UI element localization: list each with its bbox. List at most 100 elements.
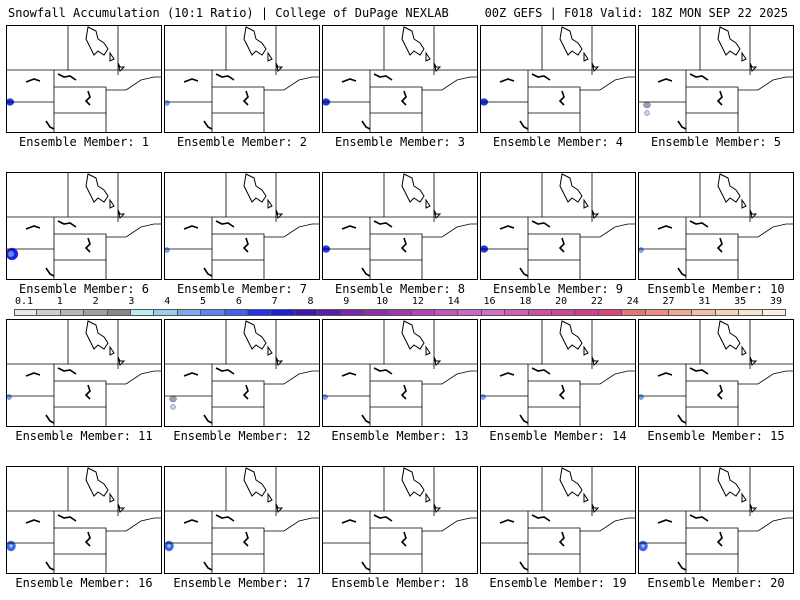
lake-outline: [741, 51, 747, 62]
state-boundary: [370, 527, 423, 574]
ensemble-member-panel: Ensemble Member: 19: [480, 466, 636, 590]
ensemble-member-label: Ensemble Member: 7: [176, 282, 308, 296]
colorbar-tick-label: 7: [271, 296, 278, 307]
lake-outline: [425, 198, 431, 209]
ensemble-member-panel: Ensemble Member: 7: [164, 172, 320, 296]
lake-outline: [267, 492, 273, 503]
ensemble-member-panel: Ensemble Member: 3: [322, 25, 478, 149]
map-svg: [164, 466, 320, 574]
river-line: [57, 220, 77, 228]
colorbar-tick-label: 0.1: [14, 296, 34, 307]
colorbar-tick-label: 1: [56, 296, 63, 307]
river-line: [499, 519, 515, 524]
colorbar-tick-label: 8: [307, 296, 314, 307]
lake-outline: [109, 198, 115, 209]
ensemble-member-panel: Ensemble Member: 18: [322, 466, 478, 590]
snowfall-contour: [638, 247, 644, 253]
colorbar-swatch: [60, 309, 85, 316]
lake-outline: [267, 345, 273, 356]
river-line: [519, 120, 529, 130]
state-boundary: [106, 76, 162, 91]
snowfall-contour: [6, 394, 12, 400]
state-boundary: [528, 86, 581, 133]
lake-outline: [433, 62, 442, 72]
state-boundary: [264, 76, 320, 91]
colorbar-swatch: [201, 309, 225, 316]
river-line: [57, 367, 77, 375]
state-boundary: [422, 370, 478, 385]
lake-outline: [243, 467, 267, 497]
snowfall-contour: [644, 110, 650, 116]
colorbar-tick-label: 6: [235, 296, 242, 307]
lake-outline: [401, 467, 425, 497]
ensemble-member-label: Ensemble Member: 9: [492, 282, 624, 296]
river-line: [84, 384, 91, 400]
colorbar-swatch: [107, 309, 131, 316]
state-boundary: [738, 517, 794, 532]
map-svg: [480, 319, 636, 427]
ensemble-member-label: Ensemble Member: 11: [15, 429, 153, 443]
colorbar-swatch: [739, 309, 763, 316]
colorbar-swatch: [294, 309, 319, 316]
map-svg: [6, 319, 162, 427]
river-line: [531, 220, 551, 228]
state-boundary: [212, 233, 265, 280]
state-boundary: [264, 517, 320, 532]
lake-outline: [267, 51, 273, 62]
river-line: [45, 267, 55, 277]
lake-outline: [117, 209, 126, 219]
river-line: [183, 372, 199, 377]
state-boundary: [54, 380, 107, 427]
map-svg: [6, 25, 162, 133]
colorbar-swatch: [318, 309, 342, 316]
ensemble-member-label: Ensemble Member: 14: [489, 429, 627, 443]
ensemble-member-panel: Ensemble Member: 12: [164, 319, 320, 443]
colorbar-swatch: [669, 309, 693, 316]
river-line: [242, 237, 249, 253]
map-svg: [322, 319, 478, 427]
river-line: [400, 90, 407, 106]
ensemble-member-panel: Ensemble Member: 16: [6, 466, 162, 590]
colorbar-tick-label: 24: [626, 296, 639, 307]
colorbar-swatch: [528, 309, 553, 316]
lake-outline: [275, 356, 284, 366]
map-svg: [6, 172, 162, 280]
colorbar-swatch: [84, 309, 108, 316]
river-line: [215, 514, 235, 522]
lake-outline: [717, 173, 741, 203]
colorbar-swatch: [247, 309, 272, 316]
lake-outline: [117, 62, 126, 72]
colorbar-swatch: [154, 309, 178, 316]
snowfall-contour: [322, 394, 328, 400]
ensemble-member-panel: Ensemble Member: 2: [164, 25, 320, 149]
colorbar-swatch: [37, 309, 61, 316]
ensemble-member-label: Ensemble Member: 5: [650, 135, 782, 149]
colorbar-tick-label: 31: [698, 296, 711, 307]
river-line: [657, 225, 673, 230]
river-line: [25, 78, 41, 83]
lake-outline: [559, 173, 583, 203]
ensemble-member-label: Ensemble Member: 17: [173, 576, 311, 590]
state-boundary: [686, 233, 739, 280]
colorbar-tick-label: 20: [555, 296, 568, 307]
colorbar-swatch: [481, 309, 506, 316]
river-line: [499, 372, 515, 377]
river-line: [373, 514, 393, 522]
river-line: [519, 414, 529, 424]
river-line: [242, 531, 249, 547]
river-line: [400, 384, 407, 400]
river-line: [657, 519, 673, 524]
state-boundary: [264, 370, 320, 385]
ensemble-member-panel: Ensemble Member: 9: [480, 172, 636, 296]
lake-outline: [741, 345, 747, 356]
colorbar-swatch: [341, 309, 365, 316]
lake-outline: [749, 209, 758, 219]
map-svg: [322, 466, 478, 574]
colorbar-swatch: [762, 309, 786, 316]
river-line: [242, 384, 249, 400]
state-boundary: [580, 370, 636, 385]
colorbar-tick-label: 5: [200, 296, 207, 307]
snowfall-contour: [166, 543, 172, 549]
colorbar-tick-label: 14: [447, 296, 460, 307]
